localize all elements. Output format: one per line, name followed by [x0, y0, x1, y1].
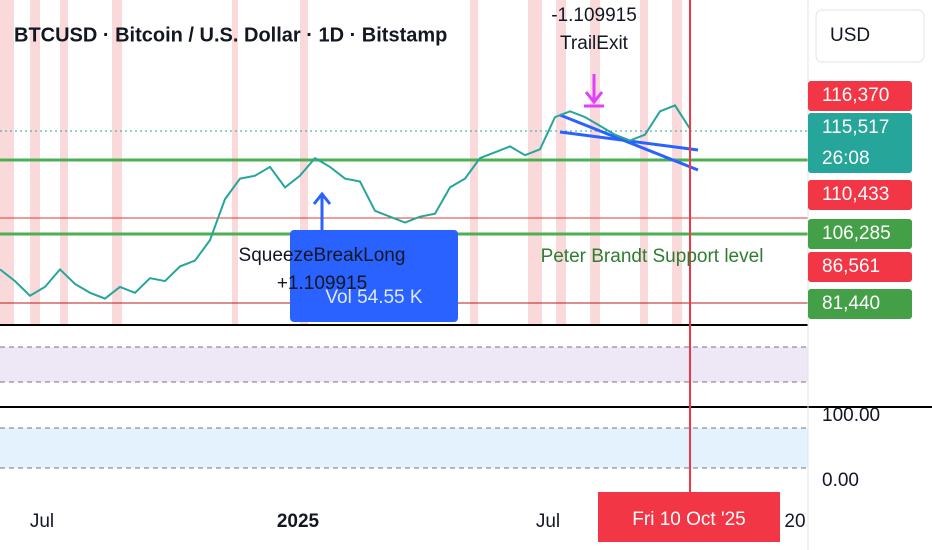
price-tag	[808, 252, 912, 282]
currency[interactable]: USD	[830, 25, 870, 46]
annotation: SqueezeBreakLong	[239, 245, 406, 266]
price-tag-label: 81,440	[822, 293, 880, 314]
entry-arrow	[312, 191, 332, 230]
volume-box	[290, 230, 458, 322]
price-tag-label: 106,285	[822, 223, 891, 244]
volume-label: Vol 54.55 K	[325, 287, 423, 308]
price-tag-label: 110,433	[822, 184, 889, 205]
stoch-band	[0, 428, 808, 468]
date-tag	[598, 492, 780, 542]
crosshair-date: Fri 10 Oct '25	[632, 509, 745, 530]
oscillator-tick: 100.00	[822, 405, 880, 426]
price-tag-label: 115,517	[822, 117, 889, 138]
exit-arrow	[584, 74, 604, 108]
price-tag	[808, 113, 912, 173]
price-tag-label: 116,370	[822, 85, 889, 106]
support-label: Peter Brandt Support level	[541, 246, 764, 267]
x-tick-label: 20	[784, 511, 805, 532]
rsi-band	[0, 347, 808, 382]
annotation: +1.109915	[277, 273, 367, 294]
x-tick-label: Jul	[30, 511, 54, 532]
price-line	[0, 104, 691, 300]
x-tick-label: Jul	[536, 511, 560, 532]
currency-button[interactable]	[815, 9, 925, 63]
price-tag	[808, 81, 912, 111]
countdown: 26:08	[822, 148, 870, 169]
price-tag-label: 86,561	[822, 256, 880, 277]
oscillator-tick: 0.00	[822, 470, 859, 491]
price-tag	[808, 289, 912, 319]
annotation: TrailExit	[560, 33, 629, 54]
x-tick-label: 2025	[277, 511, 320, 532]
price-tag	[808, 219, 912, 249]
chart-title: BTCUSD · Bitcoin / U.S. Dollar · 1D · Bi…	[14, 24, 447, 46]
annotation: -1.109915	[551, 5, 637, 26]
price-tag	[808, 180, 912, 210]
